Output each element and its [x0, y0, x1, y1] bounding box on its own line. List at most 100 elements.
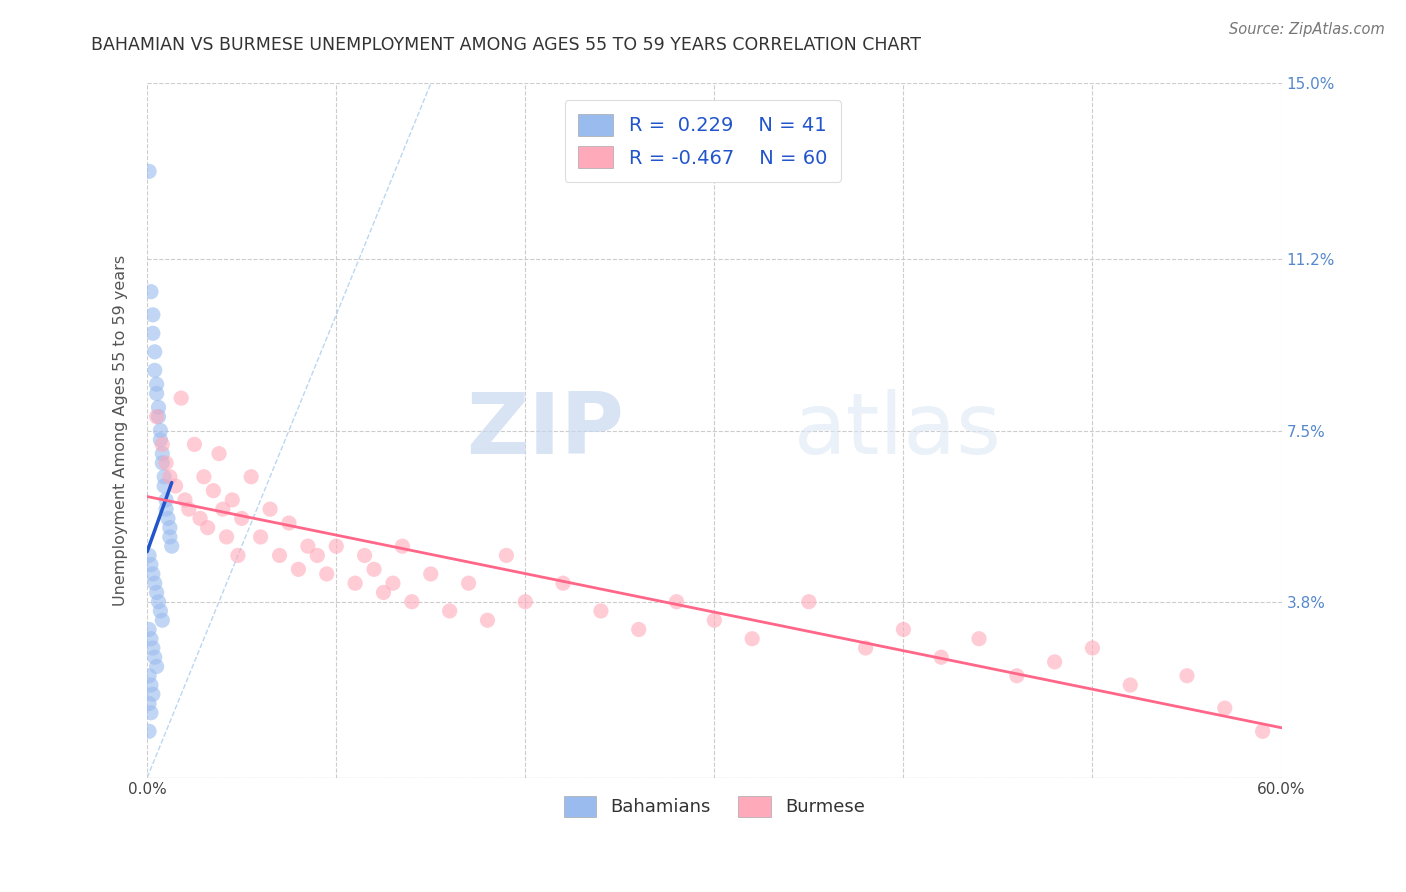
Point	[391, 539, 413, 553]
Point	[165, 479, 187, 493]
Point	[495, 549, 517, 563]
Point	[741, 632, 763, 646]
Point	[138, 549, 160, 563]
Point	[145, 585, 167, 599]
Point	[142, 326, 165, 341]
Point	[149, 433, 172, 447]
Point	[159, 530, 181, 544]
Point	[269, 549, 291, 563]
Point	[139, 285, 162, 299]
Point	[159, 470, 181, 484]
Point	[627, 623, 650, 637]
Point	[139, 678, 162, 692]
Point	[150, 447, 173, 461]
Point	[145, 659, 167, 673]
Point	[142, 687, 165, 701]
Point	[1081, 640, 1104, 655]
Point	[315, 566, 337, 581]
Point	[287, 562, 309, 576]
Point	[138, 669, 160, 683]
Point	[138, 164, 160, 178]
Point	[183, 437, 205, 451]
Point	[142, 566, 165, 581]
Point	[155, 492, 177, 507]
Point	[249, 530, 271, 544]
Point	[155, 456, 177, 470]
Point	[797, 595, 820, 609]
Point	[139, 558, 162, 572]
Point	[143, 576, 166, 591]
Point	[1213, 701, 1236, 715]
Point	[145, 386, 167, 401]
Point	[363, 562, 385, 576]
Point	[477, 613, 499, 627]
Point	[259, 502, 281, 516]
Point	[703, 613, 725, 627]
Point	[665, 595, 688, 609]
Point	[150, 456, 173, 470]
Point	[373, 585, 395, 599]
Point	[138, 697, 160, 711]
Point	[929, 650, 952, 665]
Point	[401, 595, 423, 609]
Point	[159, 521, 181, 535]
Text: BAHAMIAN VS BURMESE UNEMPLOYMENT AMONG AGES 55 TO 59 YEARS CORRELATION CHART: BAHAMIAN VS BURMESE UNEMPLOYMENT AMONG A…	[91, 36, 921, 54]
Point	[325, 539, 347, 553]
Point	[551, 576, 574, 591]
Point	[160, 539, 183, 553]
Point	[893, 623, 915, 637]
Point	[515, 595, 537, 609]
Text: atlas: atlas	[794, 389, 1001, 472]
Point	[1005, 669, 1028, 683]
Point	[231, 511, 253, 525]
Point	[307, 549, 329, 563]
Point	[278, 516, 301, 530]
Point	[457, 576, 479, 591]
Text: Source: ZipAtlas.com: Source: ZipAtlas.com	[1229, 22, 1385, 37]
Point	[143, 363, 166, 377]
Point	[150, 437, 173, 451]
Point	[297, 539, 319, 553]
Point	[193, 470, 215, 484]
Point	[215, 530, 238, 544]
Point	[197, 521, 219, 535]
Point	[143, 344, 166, 359]
Point	[142, 308, 165, 322]
Point	[153, 470, 176, 484]
Point	[202, 483, 225, 498]
Point	[156, 511, 179, 525]
Point	[138, 724, 160, 739]
Point	[139, 632, 162, 646]
Point	[149, 424, 172, 438]
Point	[221, 492, 243, 507]
Point	[344, 576, 367, 591]
Point	[143, 650, 166, 665]
Point	[439, 604, 461, 618]
Point	[589, 604, 612, 618]
Point	[177, 502, 200, 516]
Point	[381, 576, 404, 591]
Point	[1043, 655, 1066, 669]
Point	[353, 549, 375, 563]
Point	[149, 604, 172, 618]
Point	[148, 409, 170, 424]
Point	[174, 492, 197, 507]
Point	[139, 706, 162, 720]
Legend: Bahamians, Burmese: Bahamians, Burmese	[557, 789, 872, 824]
Point	[211, 502, 233, 516]
Point	[240, 470, 263, 484]
Point	[145, 409, 167, 424]
Point	[145, 377, 167, 392]
Point	[153, 479, 176, 493]
Point	[188, 511, 211, 525]
Y-axis label: Unemployment Among Ages 55 to 59 years: Unemployment Among Ages 55 to 59 years	[114, 255, 128, 606]
Point	[148, 595, 170, 609]
Point	[155, 502, 177, 516]
Point	[226, 549, 249, 563]
Text: ZIP: ZIP	[465, 389, 624, 472]
Point	[170, 391, 193, 405]
Point	[1119, 678, 1142, 692]
Point	[967, 632, 990, 646]
Point	[208, 447, 231, 461]
Point	[419, 566, 441, 581]
